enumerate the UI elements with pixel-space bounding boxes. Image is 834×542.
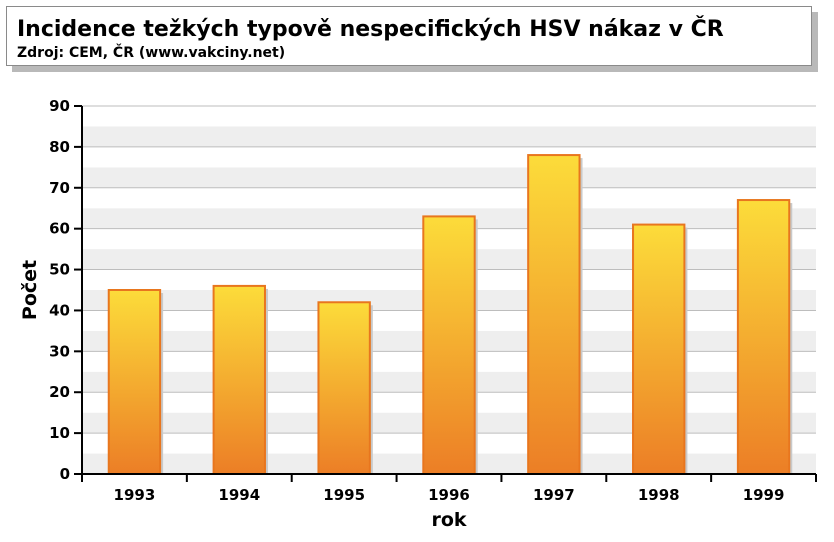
x-tick-label: 1994 (218, 486, 260, 504)
bar-1993 (107, 289, 162, 475)
x-tick-labels: 1993 1994 1995 1996 1997 1998 1999 (114, 486, 785, 504)
grid-band (82, 106, 816, 127)
x-tick-label: 1997 (533, 486, 575, 504)
grid-band (82, 146, 816, 168)
x-axis-label: rok (431, 509, 466, 531)
bar-1997 (527, 154, 581, 475)
y-tick-label: 70 (49, 179, 70, 197)
x-tick-label: 1998 (638, 486, 680, 504)
grid-band (82, 187, 816, 209)
bar-1998 (632, 223, 686, 475)
y-tick-label: 20 (49, 383, 70, 401)
y-tick-label: 80 (49, 138, 70, 156)
bar-1995 (317, 301, 371, 475)
x-tick-label: 1999 (743, 486, 785, 504)
chart-header: Incidence težkých typově nespecifických … (6, 6, 812, 66)
bar-1994 (212, 284, 266, 475)
y-tick-label: 10 (49, 424, 70, 442)
bar-1996 (422, 215, 476, 475)
bar-1999 (736, 199, 791, 476)
grid-band (82, 167, 816, 188)
x-tick-label: 1995 (323, 486, 365, 504)
grid-band (82, 126, 816, 147)
x-tick-label: 1996 (428, 486, 470, 504)
x-tick-label: 1993 (114, 486, 156, 504)
chart-title: Incidence težkých typově nespecifických … (17, 17, 724, 42)
y-tick-labels: 0 10 20 30 40 50 60 70 80 90 (49, 97, 70, 483)
bars (107, 154, 793, 476)
y-tick-label: 30 (49, 342, 70, 360)
y-tick-label: 90 (49, 97, 70, 115)
axes (74, 105, 817, 482)
y-axis-label: Počet (19, 260, 41, 320)
y-tick-label: 50 (49, 261, 70, 279)
y-tick-label: 0 (60, 465, 70, 483)
y-tick-label: 60 (49, 220, 70, 238)
chart-subtitle: Zdroj: CEM, ČR (www.vakciny.net) (17, 45, 286, 61)
y-tick-label: 40 (49, 301, 70, 319)
